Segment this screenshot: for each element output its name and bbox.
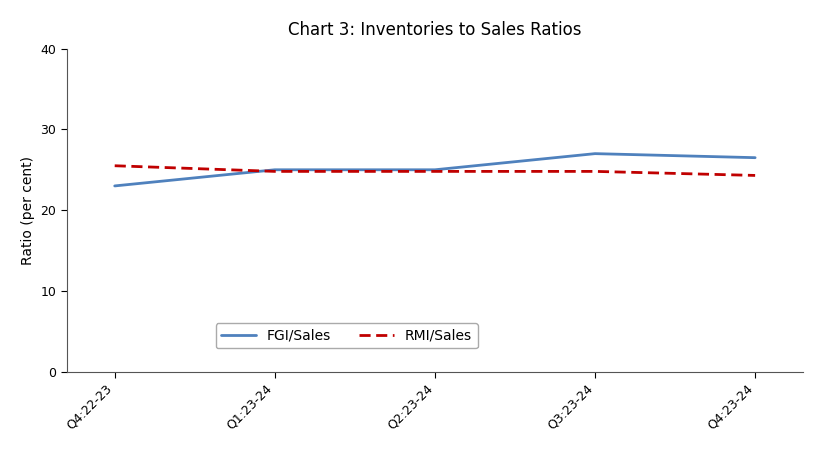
Line: FGI/Sales: FGI/Sales — [115, 154, 755, 186]
Title: Chart 3: Inventories to Sales Ratios: Chart 3: Inventories to Sales Ratios — [288, 21, 582, 39]
FGI/Sales — [430, 167, 440, 173]
FGI/Sales — [110, 183, 119, 188]
RMI/Sales — [750, 173, 760, 178]
FGI/Sales — [270, 167, 280, 173]
RMI/Sales — [430, 169, 440, 174]
Y-axis label: Ratio (per cent): Ratio (per cent) — [21, 156, 35, 265]
Legend: FGI/Sales, RMI/Sales: FGI/Sales, RMI/Sales — [216, 323, 478, 348]
FGI/Sales — [590, 151, 600, 156]
FGI/Sales — [750, 155, 760, 160]
RMI/Sales — [270, 169, 280, 174]
RMI/Sales — [590, 169, 600, 174]
Line: RMI/Sales: RMI/Sales — [115, 166, 755, 175]
RMI/Sales — [110, 163, 119, 169]
